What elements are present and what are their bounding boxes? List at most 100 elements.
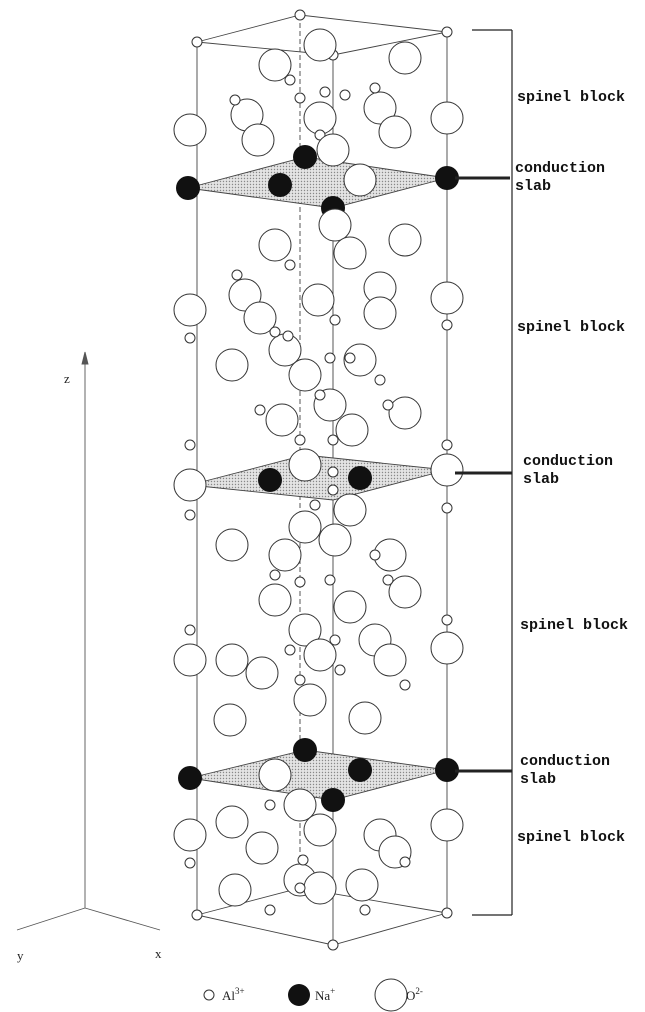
al-atom <box>325 353 335 363</box>
o-atom <box>174 644 206 676</box>
al-atom <box>255 405 265 415</box>
layer-label: spinel block <box>517 319 625 336</box>
o-atom <box>246 832 278 864</box>
al-atom <box>295 10 305 20</box>
o-atom <box>174 114 206 146</box>
o-atom <box>317 134 349 166</box>
o-atom <box>294 684 326 716</box>
al-atom <box>315 390 325 400</box>
o-atom <box>302 284 334 316</box>
o-atom <box>304 814 336 846</box>
o-atom <box>269 539 301 571</box>
al-atom <box>442 503 452 513</box>
axis-label: y <box>17 948 24 963</box>
al-atom <box>185 510 195 520</box>
o-atom <box>431 282 463 314</box>
o-atom <box>336 414 368 446</box>
al-atom <box>295 883 305 893</box>
al-atom <box>330 635 340 645</box>
al-atom <box>328 435 338 445</box>
na-atom <box>293 145 317 169</box>
al-atom <box>400 857 410 867</box>
o-atom <box>259 584 291 616</box>
al-atom <box>330 315 340 325</box>
legend-label: Na+ <box>315 986 335 1003</box>
layer-label: spinel block <box>520 617 628 634</box>
layer-label: conduction <box>520 753 610 770</box>
o-atom <box>289 511 321 543</box>
na-atom <box>293 738 317 762</box>
al-atom <box>185 625 195 635</box>
layer-label: conduction <box>523 453 613 470</box>
al-atom <box>295 577 305 587</box>
al-atom <box>442 320 452 330</box>
na-atom <box>258 468 282 492</box>
al-atom <box>232 270 242 280</box>
na-atom <box>321 788 345 812</box>
legend: Al3+ Na+ O2- <box>204 979 423 1011</box>
o-atom <box>242 124 274 156</box>
layer-label: spinel block <box>517 89 625 106</box>
o-atom <box>431 809 463 841</box>
o-atom <box>389 576 421 608</box>
axis-label: z <box>64 371 70 386</box>
al-atom <box>185 440 195 450</box>
o-atom <box>304 102 336 134</box>
al-atom <box>370 550 380 560</box>
al-atom <box>328 485 338 495</box>
o-atom <box>174 294 206 326</box>
al-atom <box>335 665 345 675</box>
na-atom <box>178 766 202 790</box>
na-atom <box>176 176 200 200</box>
o-atom <box>346 869 378 901</box>
diagram: spinel blockconductionslabspinel blockco… <box>0 0 645 1012</box>
al-atom <box>400 680 410 690</box>
al-atom <box>185 333 195 343</box>
al-atom <box>295 435 305 445</box>
al-atom <box>328 940 338 950</box>
o-atom <box>319 524 351 556</box>
al-atom <box>310 500 320 510</box>
o-atom <box>174 819 206 851</box>
o-atom <box>259 759 291 791</box>
layer-label: spinel block <box>517 829 625 846</box>
al-atom <box>295 675 305 685</box>
o-atom <box>334 494 366 526</box>
al-atom <box>325 575 335 585</box>
o-atom <box>349 702 381 734</box>
o-atom <box>389 224 421 256</box>
al-atom <box>328 467 338 477</box>
na-atom <box>348 466 372 490</box>
o-atom <box>319 209 351 241</box>
o-atom <box>379 116 411 148</box>
o-atom <box>304 29 336 61</box>
al-atom <box>192 910 202 920</box>
al-atom <box>285 645 295 655</box>
al-atom <box>285 75 295 85</box>
al-atom <box>375 375 385 385</box>
legend-label: O2- <box>406 986 423 1003</box>
al-atom <box>320 87 330 97</box>
o-atom <box>289 359 321 391</box>
layer-label: slab <box>523 471 559 488</box>
o-atom <box>389 397 421 429</box>
o-atom <box>174 469 206 501</box>
layer-label: slab <box>515 178 551 195</box>
al-atom <box>360 905 370 915</box>
al-atom <box>270 327 280 337</box>
layer-label: conduction <box>515 160 605 177</box>
al-atom <box>383 400 393 410</box>
o-atom <box>431 102 463 134</box>
al-atom <box>270 570 280 580</box>
o-atom <box>334 237 366 269</box>
al-atom <box>442 615 452 625</box>
bracket <box>455 30 512 915</box>
o-atom <box>374 644 406 676</box>
o-atom <box>216 644 248 676</box>
al-atom <box>285 260 295 270</box>
al-atom <box>442 440 452 450</box>
o-atom <box>431 454 463 486</box>
o-atom <box>431 632 463 664</box>
o-atom <box>259 229 291 261</box>
